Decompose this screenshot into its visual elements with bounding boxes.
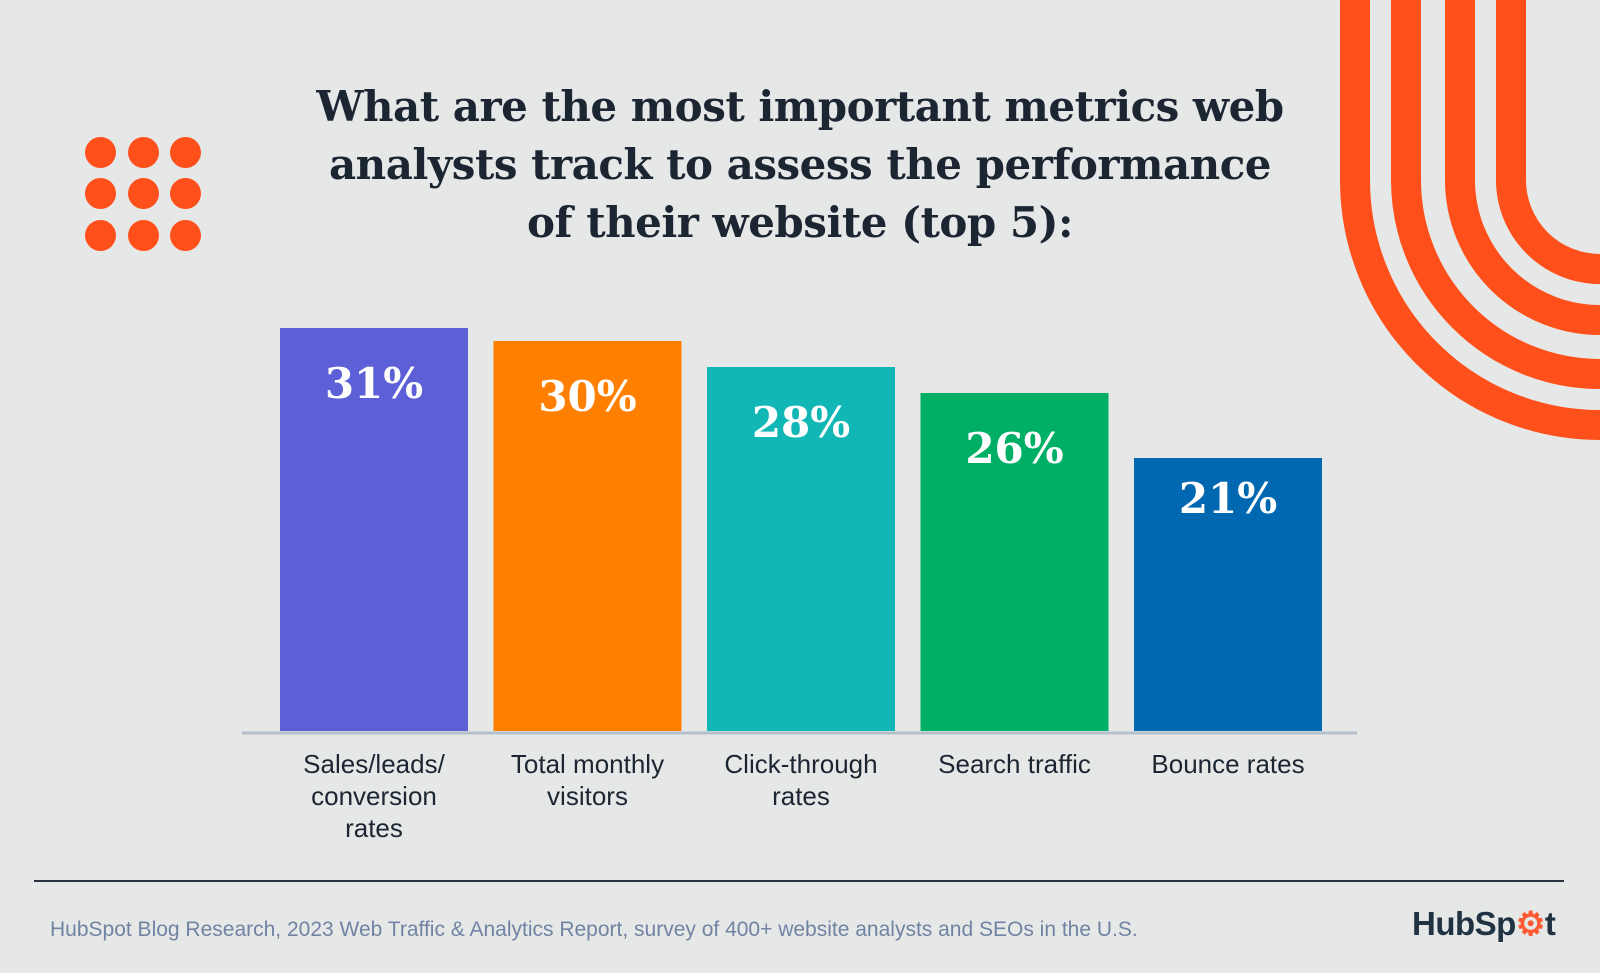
title-line: What are the most important metrics web <box>316 82 1284 131</box>
source-note: HubSpot Blog Research, 2023 Web Traffic … <box>50 918 1138 941</box>
data-label: 21% <box>1179 474 1277 523</box>
category-label: Click-through rates <box>691 748 911 812</box>
chart-title: What are the most important metrics web … <box>300 78 1300 252</box>
category-label-line: conversion <box>311 781 437 811</box>
category-label: Total monthly visitors <box>478 748 698 812</box>
category-label-line: Search traffic <box>938 749 1091 779</box>
stripe-1 <box>1340 0 1600 440</box>
category-label-line: Bounce rates <box>1151 749 1305 779</box>
dot <box>170 137 201 168</box>
dot <box>170 178 201 209</box>
category-label: Sales/leads/conversion rates <box>264 748 484 844</box>
bar <box>1134 458 1322 731</box>
category-label-line: Click-through <box>724 749 878 779</box>
dot <box>128 178 159 209</box>
stripe-4 <box>1496 0 1600 284</box>
category-label-line: Sales/leads/ <box>303 749 445 779</box>
dot <box>128 137 159 168</box>
category-label-line: visitors <box>547 781 628 811</box>
stripe-2 <box>1391 0 1600 389</box>
title-line: of their website (top 5): <box>526 198 1074 247</box>
title-line: analysts track to assess the performance <box>328 140 1272 189</box>
data-label: 31% <box>325 359 423 408</box>
category-label: Bounce rates <box>1118 748 1338 780</box>
data-label: 28% <box>752 398 850 447</box>
dot <box>85 220 116 251</box>
bar <box>707 367 895 731</box>
dot <box>85 178 116 209</box>
category-label: Search traffic <box>905 748 1125 780</box>
footer-divider <box>34 880 1564 882</box>
category-label-line: rates <box>345 813 403 843</box>
dot <box>128 220 159 251</box>
category-label-line: Total monthly <box>510 749 665 779</box>
data-label: 26% <box>965 424 1063 473</box>
dot <box>85 137 116 168</box>
dot <box>170 220 201 251</box>
stripe-3 <box>1445 0 1600 335</box>
hubspot-logo: HubSp⚙t <box>1412 905 1556 942</box>
data-label: 30% <box>538 372 636 421</box>
category-label-line: rates <box>772 781 830 811</box>
bar <box>920 393 1109 731</box>
bar <box>280 328 468 731</box>
bar <box>493 341 682 731</box>
